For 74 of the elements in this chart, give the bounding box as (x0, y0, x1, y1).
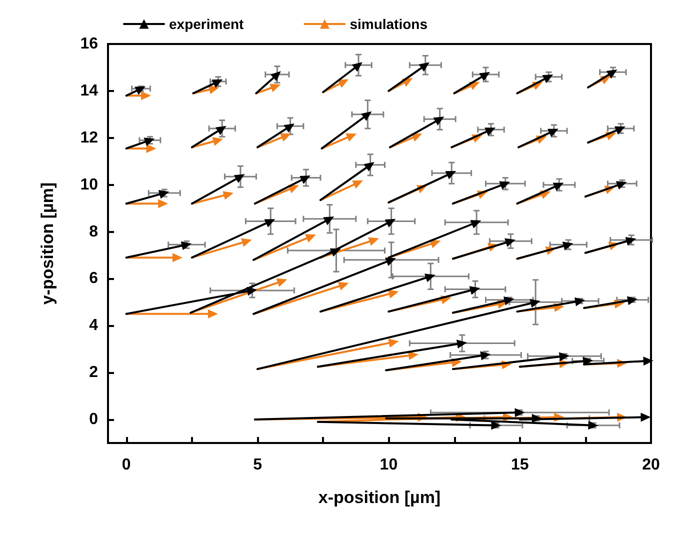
y-tick-label: 6 (89, 270, 98, 288)
point (456, 340, 468, 348)
point (158, 199, 168, 208)
point (542, 74, 554, 84)
point (548, 128, 558, 138)
legend-label: simulations (350, 16, 428, 32)
y-tick-label: 4 (89, 317, 98, 334)
point (234, 174, 245, 183)
point (300, 176, 311, 184)
point (616, 181, 627, 190)
point (606, 70, 618, 79)
point (385, 258, 396, 266)
point (222, 191, 234, 200)
point (352, 62, 362, 72)
point (484, 128, 496, 136)
point (361, 111, 372, 122)
point (264, 219, 276, 228)
x-tick-label: 0 (122, 456, 131, 474)
point (240, 238, 252, 247)
y-axis-title: y-position [µm] (38, 182, 57, 305)
point (614, 126, 626, 135)
point (470, 220, 482, 228)
point (172, 253, 183, 262)
point (433, 116, 444, 126)
point (499, 181, 510, 190)
point (368, 237, 380, 246)
point (574, 297, 586, 306)
point (388, 338, 399, 348)
point (424, 274, 436, 282)
point (215, 126, 226, 135)
point (346, 133, 357, 142)
point (134, 86, 146, 95)
point (246, 286, 258, 296)
y-tick-label: 12 (80, 129, 98, 146)
point (504, 238, 516, 247)
y-tick-label: 0 (89, 411, 98, 428)
point (304, 234, 316, 243)
point (338, 79, 349, 88)
x-tick-label: 5 (253, 456, 262, 474)
point (338, 282, 349, 290)
point (330, 248, 341, 257)
point (284, 123, 295, 133)
point (276, 278, 288, 287)
point (323, 216, 334, 226)
legend-label: experiment (169, 16, 244, 32)
point (626, 296, 638, 306)
point (418, 62, 430, 72)
point (562, 242, 574, 250)
point (208, 309, 218, 318)
point (582, 356, 594, 366)
point (552, 182, 564, 191)
y-tick-label: 16 (80, 36, 98, 52)
point (640, 412, 651, 422)
x-tick-label: 15 (510, 456, 529, 474)
point (469, 286, 480, 295)
y-tick-label: 14 (80, 82, 98, 100)
point (388, 290, 399, 298)
point (158, 190, 170, 199)
point (352, 180, 364, 189)
x-tick-label: 10 (380, 456, 398, 474)
y-tick-label: 2 (89, 364, 98, 382)
point (212, 79, 223, 88)
point (364, 162, 374, 172)
point (445, 170, 456, 180)
y-tick-label: 8 (89, 223, 98, 240)
point (144, 138, 155, 146)
point (643, 356, 654, 366)
y-tick-label: 10 (80, 176, 98, 194)
x-axis-title: x-position [µm] (318, 488, 441, 507)
point (384, 218, 396, 228)
point (180, 241, 192, 250)
point (625, 237, 636, 246)
point (558, 352, 570, 362)
x-tick-label: 20 (642, 456, 660, 474)
